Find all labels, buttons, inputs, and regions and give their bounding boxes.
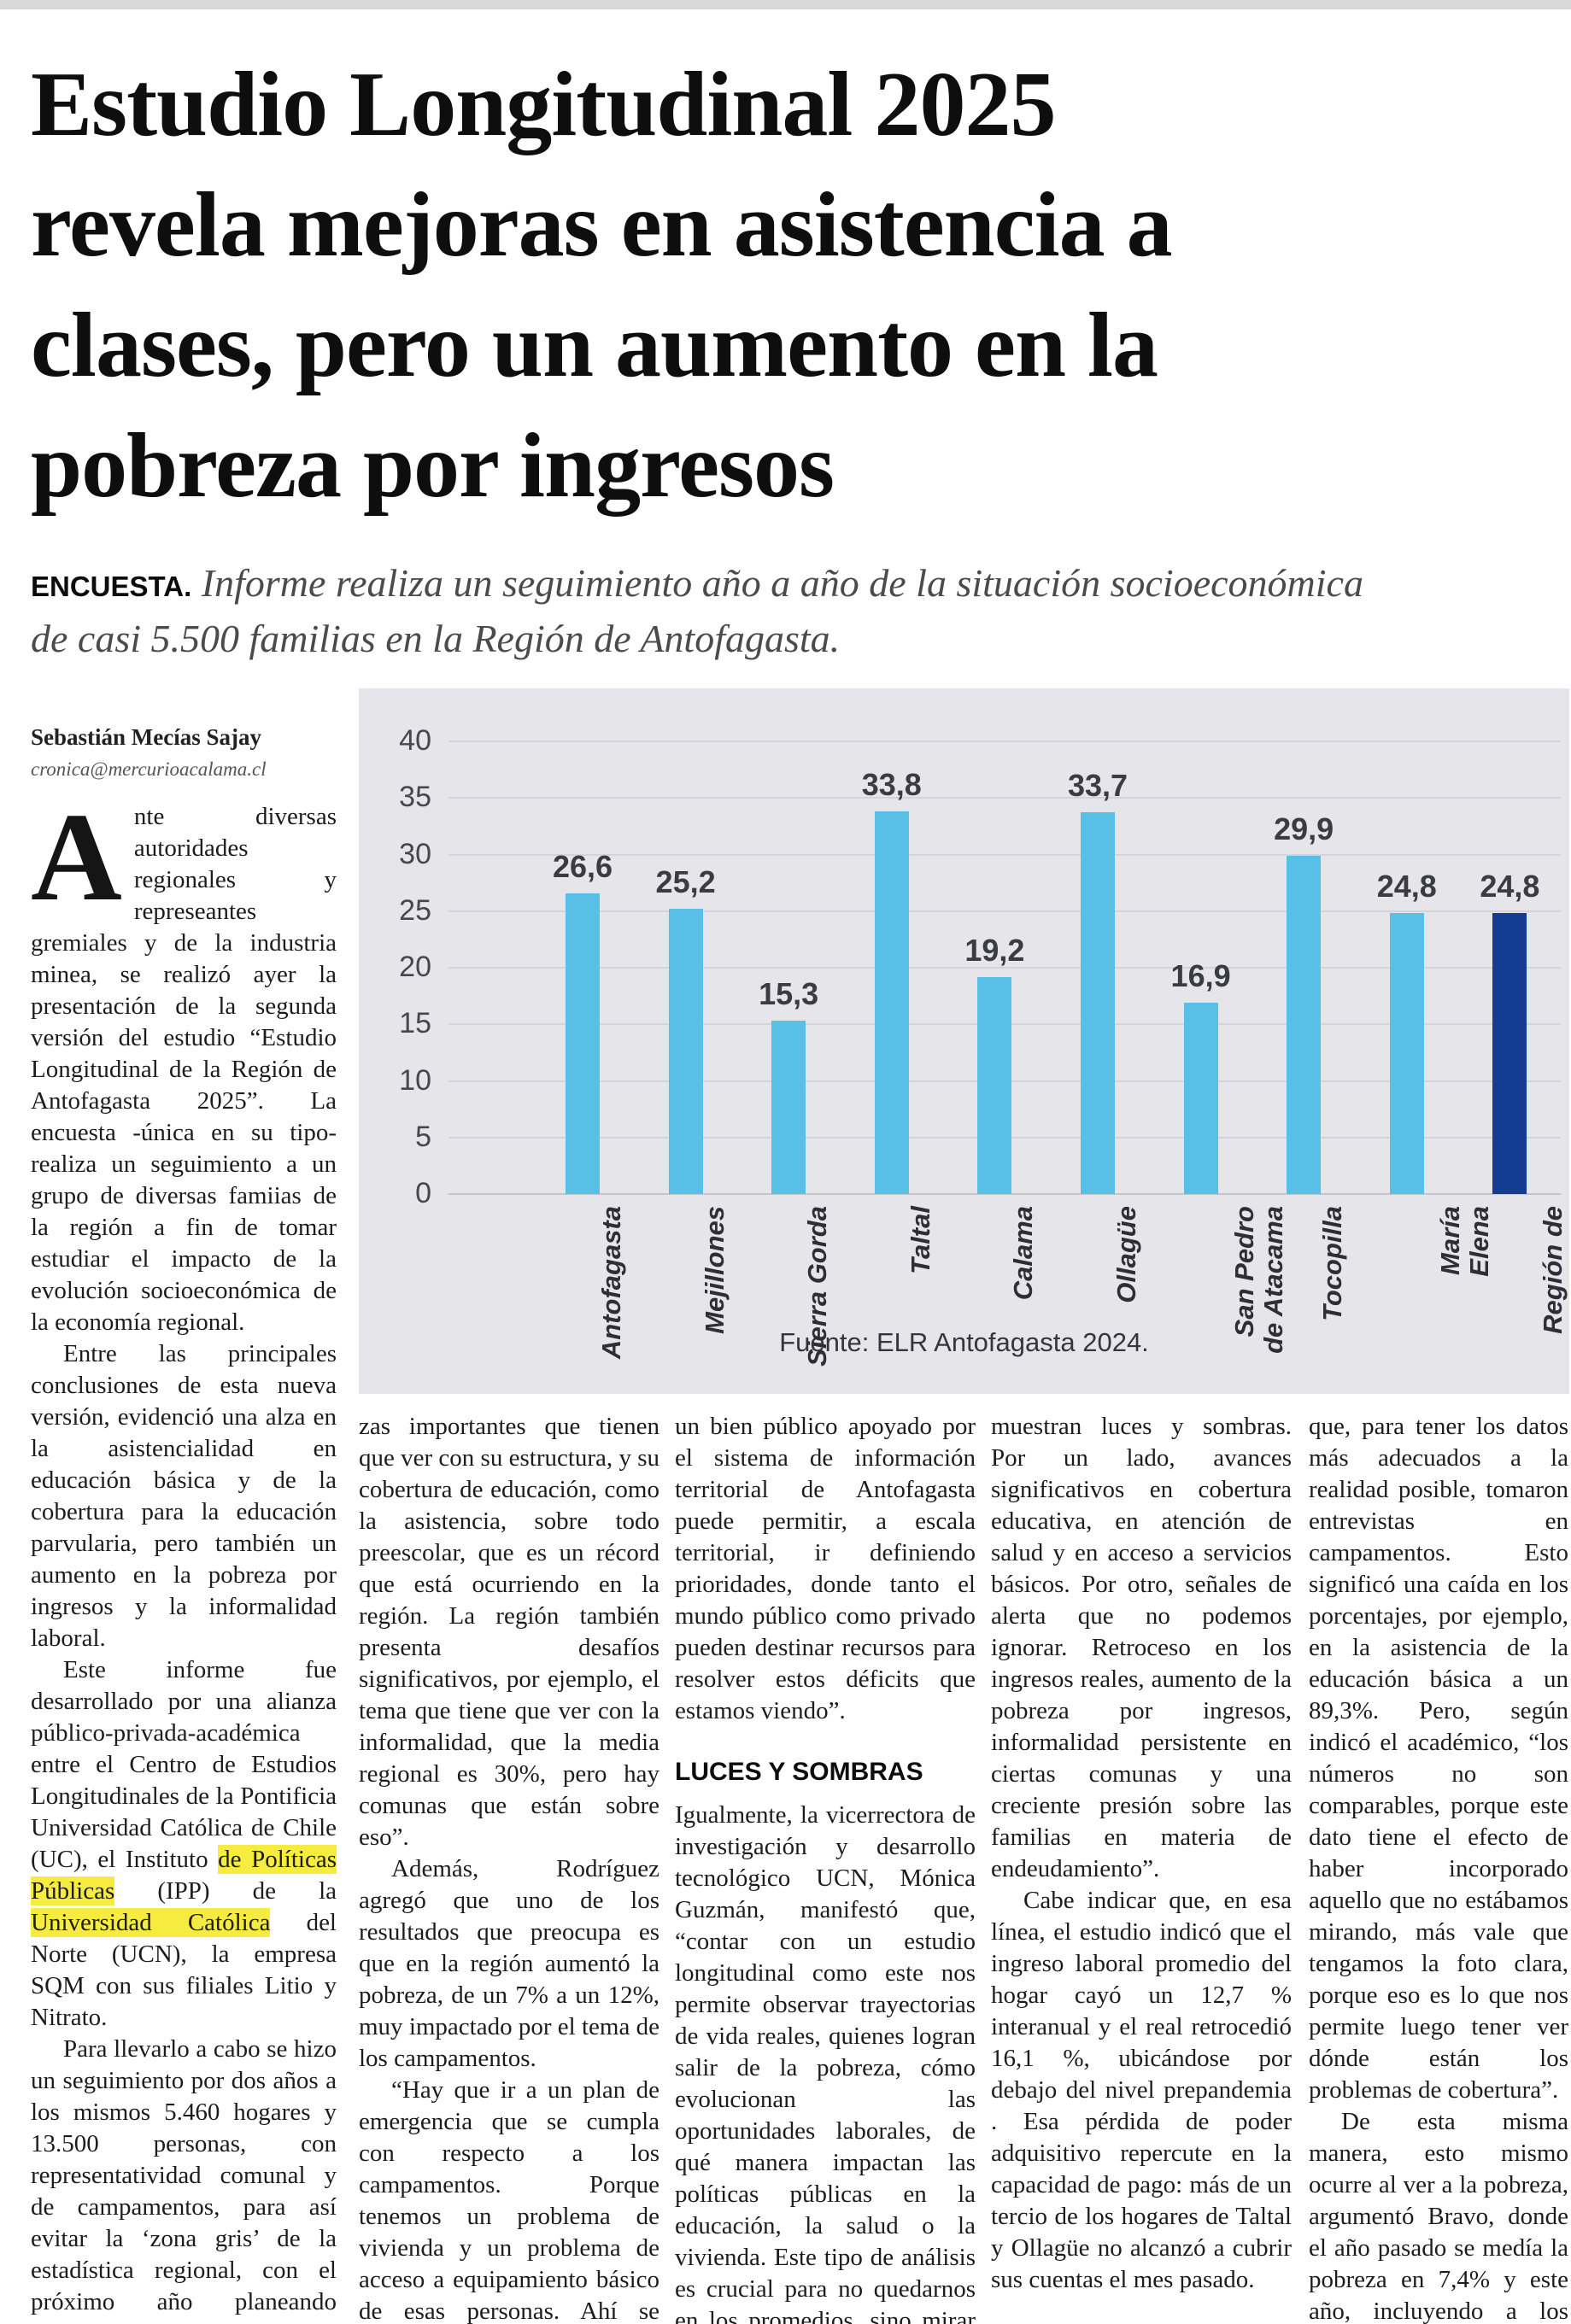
body-paragraph: zas importantes que tienen que ver con s… [359,1413,659,1851]
y-axis-tick-label: 25 [399,893,431,927]
gridline [448,910,1561,912]
bar-María Elena [1389,913,1424,1194]
bar-Región de Antofagasta [1492,913,1527,1194]
y-axis-tick-label: 5 [415,1120,431,1153]
article-column-2: zas importantes que tienen que ver con s… [359,1411,659,2324]
standfirst-line: ENCUESTA. Informe realiza un seguimiento… [31,557,1551,612]
category-label: Antofagasta [596,1206,626,1360]
y-axis-tick-label: 10 [399,1063,431,1097]
gridline [448,967,1561,969]
bar-value-label: 19,2 [964,932,1025,968]
drop-cap: A [31,787,122,928]
y-axis-tick-label: 0 [415,1177,431,1209]
article-column-4: muestran luces y sombras. Por un lado, a… [991,1411,1292,2324]
headline-line: revela mejoras en asistencia a [31,174,1173,276]
chart-source-caption: Fuente: ELR Antofagasta 2024. [779,1327,1149,1357]
body-paragraph: Cabe indicar que, en esa línea, el estud… [991,1887,1292,2293]
headline-line: Estudio Longitudinal 2025 [31,54,1056,155]
gridline [448,853,1561,856]
gridline [448,797,1561,799]
bar-value-label: 16,9 [1170,958,1231,994]
category-label: Sierra Gorda [802,1206,833,1367]
gridline [448,1193,1561,1195]
bar-Ollagüe [1081,812,1115,1194]
standfirst-line: de casi 5.500 familias en la Región de A… [31,617,841,660]
body-paragraph: muestran luces y sombras. Por un lado, a… [991,1413,1292,1882]
category-label: Mejillones [699,1206,730,1334]
bar-value-label: 33,8 [861,767,922,803]
category-label: Taltal [905,1206,935,1274]
body-paragraph: “Hay que ir a un plan de emergencia que … [359,2076,659,2324]
body-paragraph: De esta misma manera, esto mismo ocurre … [1309,2108,1568,2324]
byline-email: cronica@mercurioacalama.cl [31,758,267,780]
category-label: Región de Antofagasta [1538,1206,1571,1360]
body-paragraph: Igualmente, la vicerrectora de investiga… [675,1801,976,2324]
bar-Antofagasta [566,893,600,1194]
y-axis-tick-label: 35 [399,781,431,814]
byline-author: Sebastián Mecías Sajay [31,724,261,750]
article-column-5: que, para tener los datos más adecuados … [1309,1411,1568,2324]
bar-chart: Fuente: ELR Antofagasta 2024. 0 5 10 15 20 25… [359,688,1571,1394]
body-paragraph: que, para tener los datos más adecuados … [1309,1413,1568,2104]
headline-line: pobreza por ingresos [31,415,835,517]
bar-value-label: 24,8 [1376,869,1437,904]
body-paragraph: Para llevarlo a cabo se hizo un seguimie… [31,2035,337,2324]
bar-San Pedro de Atacama [1183,1003,1218,1194]
body-paragraph: Además, Rodríguez agregó que uno de los … [359,1855,659,2072]
category-label: Ollagüe [1111,1206,1141,1303]
bar-Taltal [874,811,909,1194]
highlight-mark: de Políticas Públicas [31,1845,337,1905]
y-axis-tick-label: 30 [399,837,431,870]
bar-Mejillones [668,909,703,1194]
article-standfirst: ENCUESTA. Informe realiza un seguimiento… [31,557,1551,664]
bar-value-label: 26,6 [552,848,613,884]
bar-value-label: 29,9 [1274,811,1334,846]
bar-value-label: 24,8 [1480,869,1540,904]
body-paragraph: Entre las principales conclusiones de es… [31,1340,337,1652]
section-kicker: ENCUESTA. [31,571,192,602]
y-axis-tick-label: 40 [399,724,431,757]
bar-Tocopilla [1287,855,1322,1194]
y-axis-tick-label: 15 [399,1007,431,1040]
bar-value-label: 15,3 [759,976,819,1012]
bar-Sierra Gorda [771,1021,806,1194]
category-label: Calama [1008,1206,1039,1301]
category-label: San Pedro de Atacama [1228,1206,1288,1354]
bar-value-label: 33,7 [1067,768,1128,804]
category-label: Tocopilla [1317,1206,1348,1321]
body-paragraph: un bien público apoyado por el sistema d… [675,1413,976,1724]
highlight-mark: Universidad Católica [31,1908,271,1937]
bar-value-label: 25,2 [655,864,716,900]
category-label: María Elena [1434,1206,1494,1277]
y-axis-tick-label: 20 [399,951,431,983]
bar-Calama [977,976,1012,1194]
standfirst-text: Informe realiza un seguimiento año a año… [201,561,1363,605]
headline-line: clases, pero un aumento en la [31,295,1158,396]
body-paragraph: Este informe fue desarrollado por una al… [31,1656,337,2031]
article-column-3: un bien público apoyado por el sistema d… [675,1411,976,2324]
page-top-rule [0,0,1571,9]
section-heading: LUCES Y SOMBRAS [675,1758,923,1786]
gridline [448,741,1561,742]
article-headline: Estudio Longitudinal 2025 revela mejoras… [31,44,1483,526]
